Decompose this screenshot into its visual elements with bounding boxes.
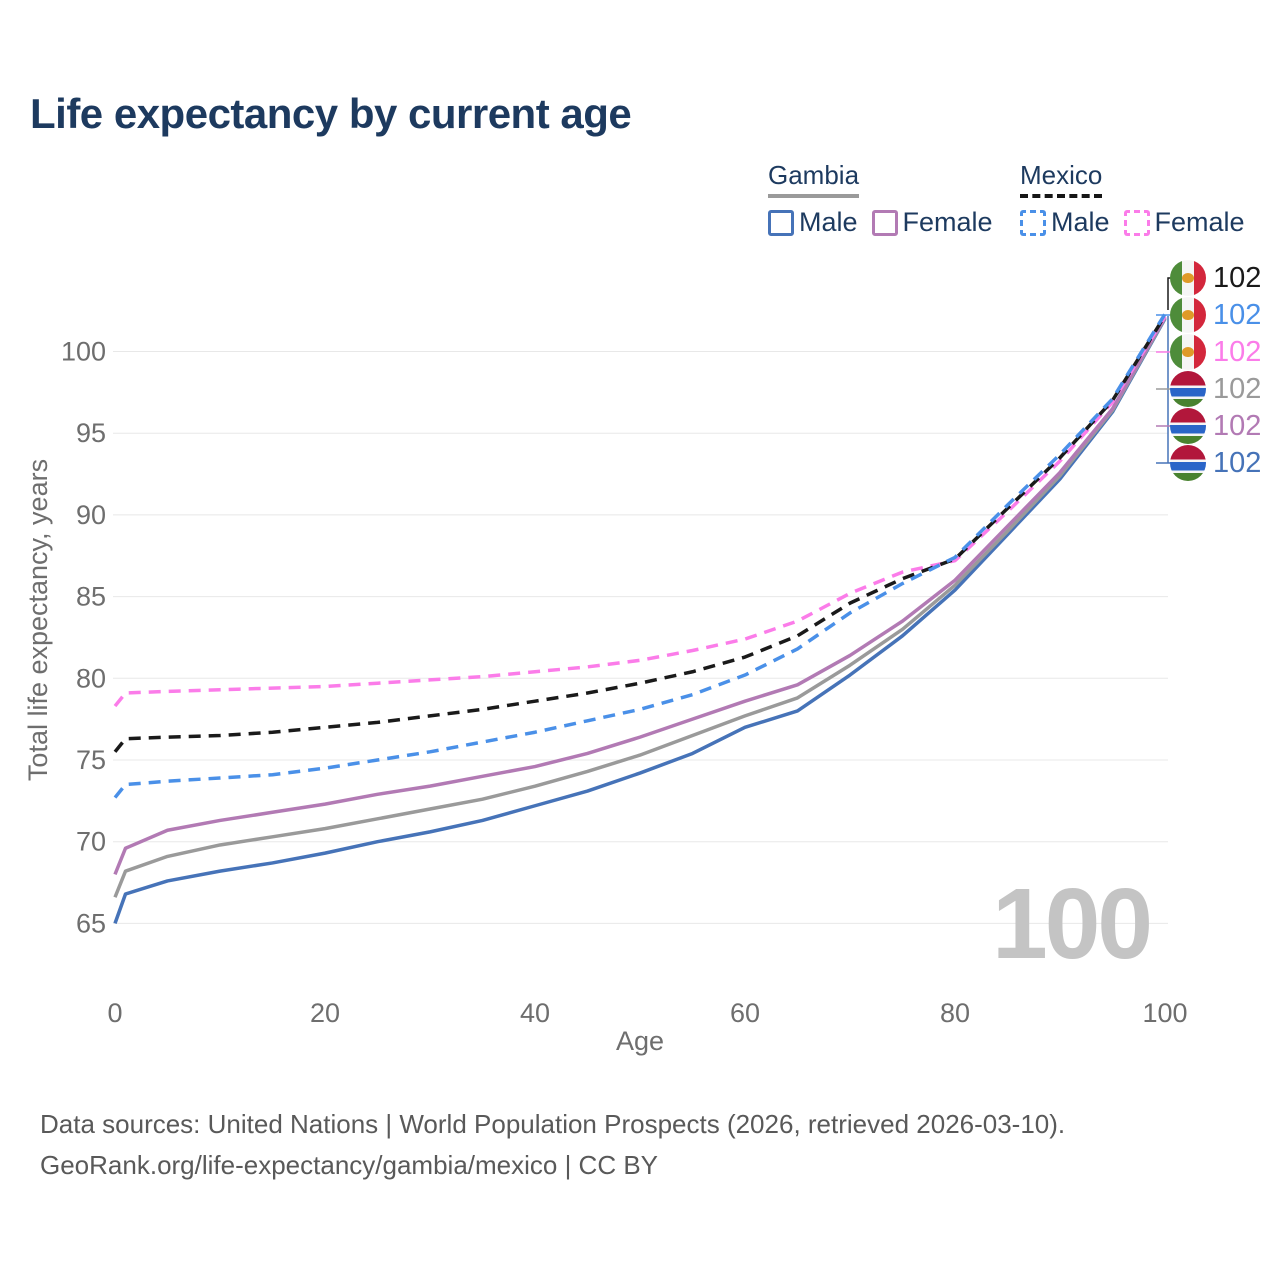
- series-line-gambia-male: [113, 317, 1167, 924]
- x-tick-label: 100: [1142, 998, 1187, 1028]
- end-label-mexico-male[interactable]: 102: [1170, 297, 1261, 333]
- series-line-mexico-male: [113, 312, 1167, 799]
- legend-label: Male: [1051, 207, 1110, 237]
- end-value: 102: [1213, 298, 1262, 331]
- legend-label: Male: [799, 207, 858, 237]
- legend-item-gambia-male[interactable]: Male: [768, 207, 858, 238]
- eagle-emblem-icon: [1182, 310, 1194, 320]
- end-value: 102: [1213, 446, 1262, 479]
- legend-item-gambia-female[interactable]: Female: [871, 207, 993, 238]
- legend-group-mexico: Mexico Male Female: [1020, 160, 1245, 238]
- eagle-emblem-icon: [1182, 347, 1194, 357]
- mexico-female-swatch-icon[interactable]: [1123, 209, 1150, 236]
- series-line-gambia-total: [113, 317, 1167, 898]
- hover-age-watermark: 100: [992, 868, 1150, 980]
- legend-row-gambia: Male Female: [768, 207, 993, 238]
- y-tick-label: 65: [76, 908, 106, 938]
- footer: Data sources: United Nations | World Pop…: [40, 1104, 1065, 1186]
- x-tick-label: 40: [520, 998, 550, 1028]
- series-line-gambia-female: [113, 316, 1167, 876]
- end-value: 102: [1213, 372, 1262, 405]
- end-label-gambia-total[interactable]: 102: [1170, 371, 1261, 407]
- legend-label: Female: [902, 207, 993, 237]
- y-tick-label: 95: [76, 418, 106, 448]
- y-tick-label: 85: [76, 582, 106, 612]
- end-value: 102: [1213, 335, 1262, 368]
- y-tick-label: 90: [76, 500, 106, 530]
- page-title: Life expectancy by current age: [30, 90, 632, 137]
- mexico-flag-icon: [1170, 297, 1206, 333]
- y-tick-label: 70: [76, 827, 106, 857]
- mexico-flag-icon: [1170, 334, 1206, 370]
- mexico-male-swatch-icon[interactable]: [1020, 209, 1046, 236]
- x-tick-label: 60: [730, 998, 760, 1028]
- x-axis-title: Age: [616, 1026, 664, 1056]
- end-label-mexico-total[interactable]: 102: [1170, 260, 1261, 296]
- x-tick-label: 20: [310, 998, 340, 1028]
- legend-country-gambia[interactable]: Gambia: [768, 160, 860, 198]
- eagle-emblem-icon: [1182, 273, 1194, 283]
- y-tick-label: 75: [76, 745, 106, 775]
- mexico-flag-icon: [1170, 260, 1206, 296]
- legend-item-mexico-male[interactable]: Male: [1020, 207, 1110, 238]
- gambia-flag-icon: [1170, 445, 1206, 481]
- end-label-gambia-female[interactable]: 102: [1170, 408, 1261, 444]
- y-tick-label: 80: [76, 663, 106, 693]
- x-tick-label: 0: [107, 998, 122, 1028]
- series-line-mexico-female: [113, 315, 1167, 708]
- gambia-flag-icon: [1170, 371, 1206, 407]
- legend-label: Female: [1154, 207, 1245, 237]
- gambia-flag-icon: [1170, 408, 1206, 444]
- attribution-text: GeoRank.org/life-expectancy/gambia/mexic…: [40, 1150, 659, 1180]
- gambia-female-swatch-icon[interactable]: [871, 209, 898, 236]
- legend-group-gambia: Gambia Male Female: [768, 160, 993, 238]
- end-value: 102: [1213, 261, 1262, 294]
- legend-row-mexico: Male Female: [1020, 207, 1245, 238]
- gambia-male-swatch-icon[interactable]: [768, 209, 794, 236]
- legend-country-mexico[interactable]: Mexico: [1020, 160, 1103, 198]
- data-sources-text: Data sources: United Nations | World Pop…: [40, 1109, 1066, 1139]
- series-line-mexico-total: [113, 314, 1167, 753]
- end-label-mexico-female[interactable]: 102: [1170, 334, 1261, 370]
- legend-item-mexico-female[interactable]: Female: [1123, 207, 1245, 238]
- y-axis-title: Total life expectancy, years: [23, 459, 53, 781]
- x-tick-label: 80: [940, 998, 970, 1028]
- y-tick-label: 100: [61, 337, 106, 367]
- end-label-gambia-male[interactable]: 102: [1170, 445, 1261, 481]
- end-value: 102: [1213, 409, 1262, 442]
